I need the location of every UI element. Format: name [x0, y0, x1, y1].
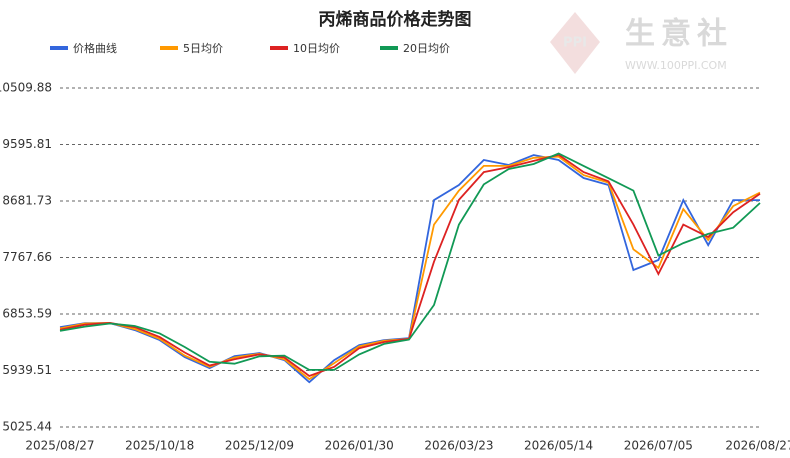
- y-tick-label: 7767.66: [2, 250, 52, 264]
- legend-label: 价格曲线: [73, 41, 117, 55]
- x-tick-label: 2025/08/27: [25, 439, 94, 453]
- watermark-url: WWW.100PPI.COM: [625, 59, 727, 72]
- series-line: [59, 152, 761, 371]
- x-tick-label: 2026/05/14: [524, 439, 593, 453]
- x-tick-label: 2025/12/09: [225, 439, 294, 453]
- x-tick-label: 2026/01/30: [325, 439, 394, 453]
- y-tick-label: 10509.88: [0, 81, 52, 95]
- legend-swatch: [270, 46, 288, 50]
- legend-swatch: [160, 46, 178, 50]
- watermark-text: 生意社: [625, 17, 733, 52]
- chart-title: 丙烯商品价格走势图: [319, 9, 472, 30]
- x-tick-label: 2026/07/05: [624, 439, 693, 453]
- y-tick-label: 6853.59: [2, 306, 52, 320]
- x-tick-label: 2026/03/23: [424, 439, 493, 453]
- x-tick-label: 2025/10/18: [125, 439, 194, 453]
- legend-label: 5日均价: [183, 42, 223, 55]
- legend-swatch: [50, 46, 68, 50]
- legend-label: 20日均价: [403, 42, 450, 55]
- legend-label: 10日均价: [293, 42, 340, 55]
- watermark: PPI 生意社 WWW.100PPI.COM: [550, 12, 733, 74]
- watermark-logo: PPI: [563, 36, 587, 51]
- x-tick-label: 2026/08/27: [725, 439, 790, 453]
- y-tick-label: 8681.73: [2, 194, 52, 208]
- y-tick-label: 9595.81: [2, 137, 52, 151]
- watermark-logo-shape: [550, 12, 600, 74]
- y-tick-label: 5025.44: [2, 420, 52, 434]
- y-tick-label: 5939.51: [2, 363, 52, 377]
- legend-swatch: [380, 46, 398, 50]
